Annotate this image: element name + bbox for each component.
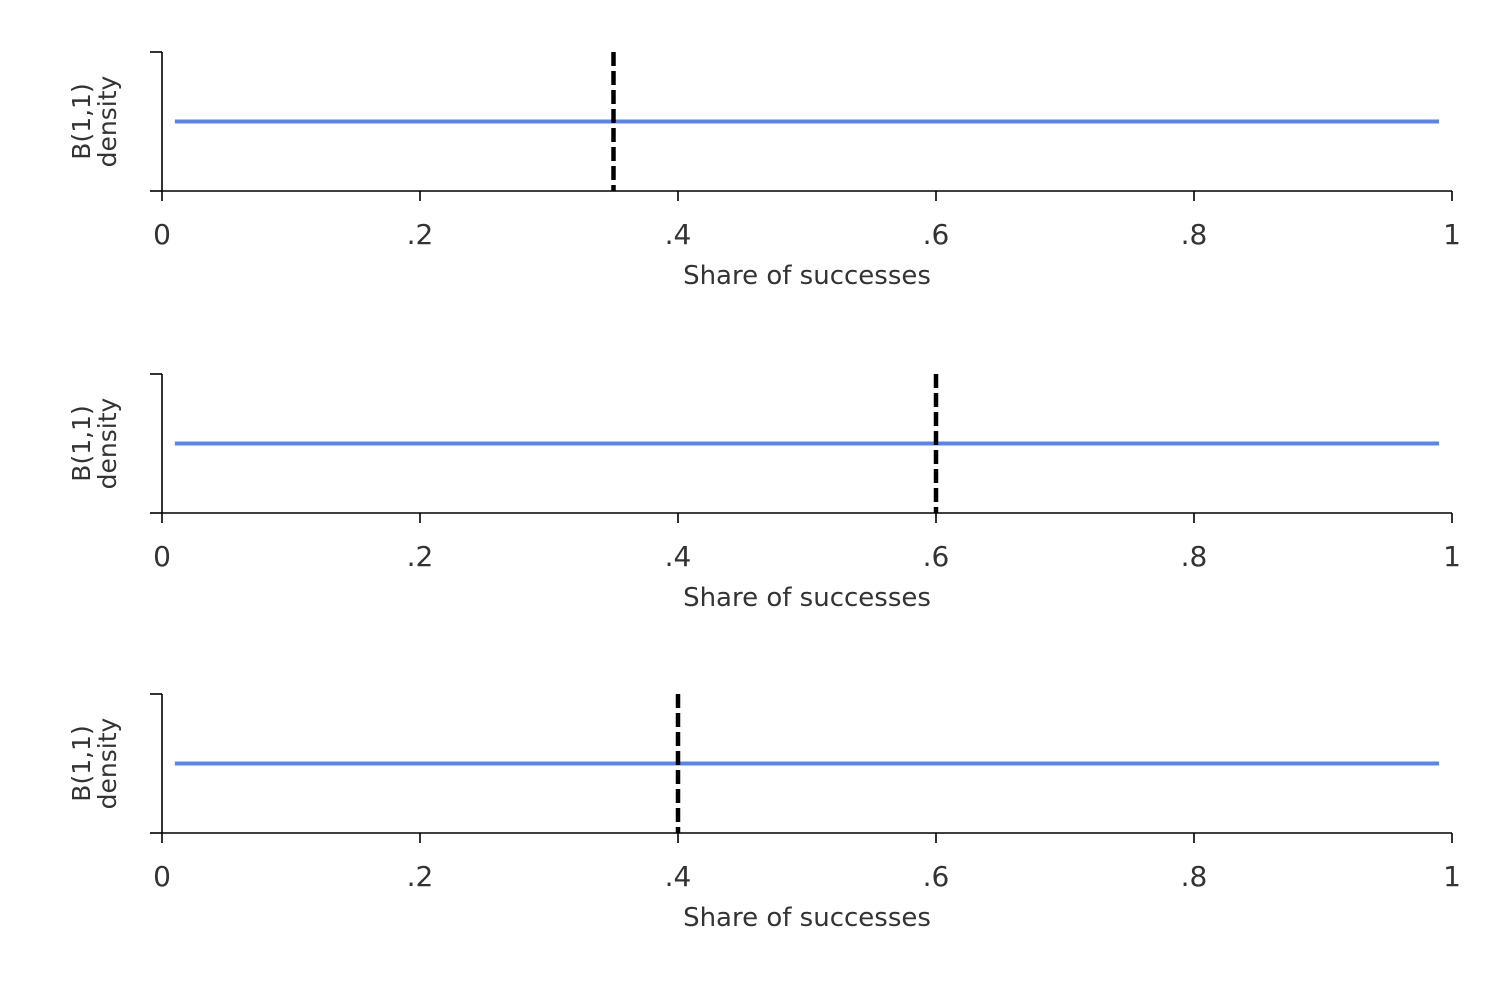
y-axis-title-line: B(1,1) <box>67 405 96 481</box>
x-tick-label: .2 <box>407 540 434 573</box>
x-tick-label: 0 <box>153 860 171 893</box>
y-axis-title: B(1,1)density <box>67 75 122 167</box>
x-tick-label: 1 <box>1443 218 1461 251</box>
x-tick-label: 0 <box>153 218 171 251</box>
y-axis-title-line: B(1,1) <box>67 725 96 801</box>
y-axis-title-line: density <box>93 397 122 489</box>
x-tick-label: .4 <box>665 540 692 573</box>
x-tick-label: .2 <box>407 218 434 251</box>
chart-panel-2: 0 .2 .4 .6 .8 1 Share of successes B(1,1)densit… <box>67 373 1461 613</box>
x-tick-label: .8 <box>1181 540 1208 573</box>
x-tick-label: .2 <box>407 860 434 893</box>
y-axis-title: B(1,1)density <box>67 717 122 809</box>
x-tick-label: .6 <box>923 860 950 893</box>
x-tick-label: 1 <box>1443 540 1461 573</box>
x-tick-label: .8 <box>1181 218 1208 251</box>
x-tick-label: .4 <box>665 218 692 251</box>
x-tick-label: 1 <box>1443 860 1461 893</box>
chart-panel-3: 0 .2 .4 .6 .8 1 Share of successes B(1,1)densit… <box>67 693 1461 933</box>
x-axis-title: Share of successes <box>683 261 931 291</box>
x-axis-title: Share of successes <box>683 583 931 613</box>
x-tick-label: .6 <box>923 218 950 251</box>
y-axis-title-line: B(1,1) <box>67 83 96 159</box>
x-tick-label: .4 <box>665 860 692 893</box>
y-axis-title: B(1,1)density <box>67 397 122 489</box>
y-axis-title-line: density <box>93 75 122 167</box>
chart-panel-1: 0 .2 .4 .6 .8 1 Share of successes B(1,1)densit… <box>67 51 1461 291</box>
y-axis-title-line: density <box>93 717 122 809</box>
x-tick-label: .8 <box>1181 860 1208 893</box>
x-tick-label: .6 <box>923 540 950 573</box>
x-tick-label: 0 <box>153 540 171 573</box>
x-axis-title: Share of successes <box>683 903 931 933</box>
